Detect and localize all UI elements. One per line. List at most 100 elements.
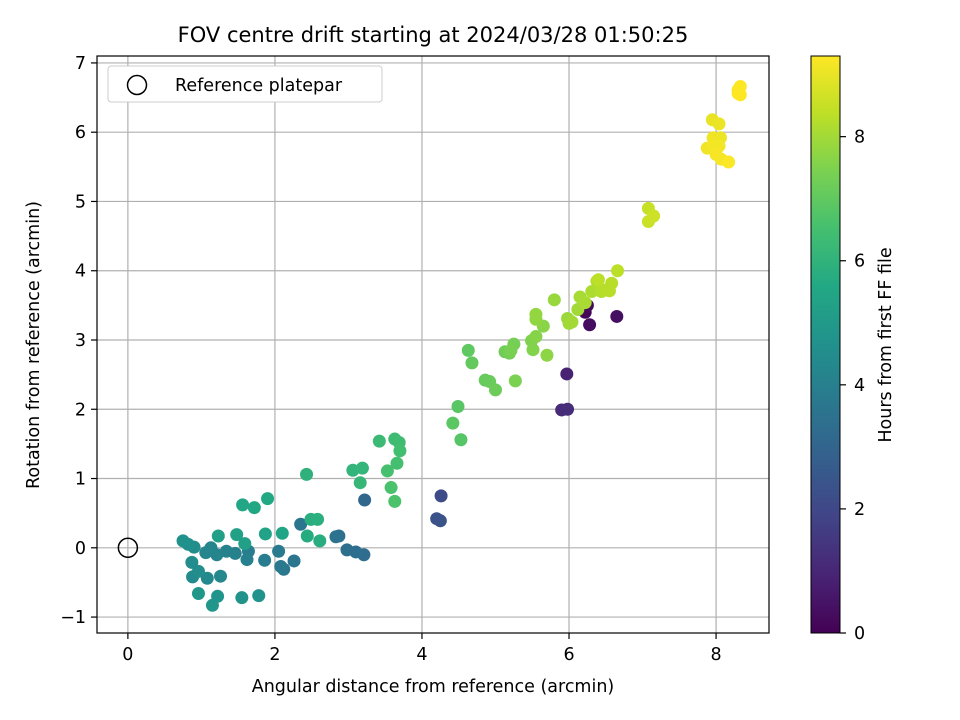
colorbar-tick-label: 2 — [854, 500, 865, 520]
data-point — [733, 88, 747, 102]
data-point — [355, 461, 369, 475]
y-axis-label: Rotation from reference (arcmin) — [24, 201, 44, 489]
plot-frame — [96, 55, 770, 634]
data-point — [275, 526, 289, 540]
data-point — [578, 296, 592, 310]
data-point — [560, 367, 574, 381]
data-point — [191, 587, 205, 601]
colorbar-ticks: 0 2 4 6 8 — [840, 128, 865, 644]
data-point — [274, 560, 288, 574]
data-point — [380, 464, 394, 478]
data-point — [434, 489, 448, 503]
data-point — [585, 285, 599, 299]
data-point — [610, 309, 624, 323]
y-tick-label: 0 — [75, 539, 86, 559]
data-point — [258, 553, 272, 567]
data-point — [547, 293, 561, 307]
data-point — [230, 528, 244, 542]
data-point — [199, 546, 213, 560]
colorbar-tick-label: 4 — [854, 376, 865, 396]
colorbar-tick-label: 6 — [854, 252, 865, 272]
data-point — [258, 527, 272, 541]
data-point — [722, 155, 736, 169]
data-point — [488, 383, 502, 397]
x-tick-label: 6 — [563, 645, 574, 665]
x-axis: 0 2 4 6 8 — [122, 633, 722, 665]
data-point — [526, 343, 540, 357]
data-point — [591, 273, 605, 287]
legend-label: Reference platepar — [175, 76, 343, 96]
data-point — [211, 529, 225, 543]
data-point — [272, 544, 286, 558]
x-tick-label: 8 — [710, 645, 721, 665]
colorbar-gradient — [810, 55, 841, 634]
data-point — [236, 498, 250, 512]
y-axis: −1 0 1 2 3 4 5 6 7 — [60, 54, 97, 628]
data-point — [712, 117, 726, 131]
data-point — [561, 402, 575, 416]
y-tick-label: 2 — [75, 400, 86, 420]
y-tick-label: 5 — [75, 192, 86, 212]
data-point — [353, 476, 367, 490]
data-point — [504, 343, 518, 357]
grid — [97, 56, 769, 633]
colorbar-label: Hours from first FF file — [876, 247, 896, 442]
data-point — [247, 501, 261, 515]
y-tick-label: −1 — [60, 608, 86, 628]
data-point — [313, 534, 327, 548]
data-point — [384, 481, 398, 495]
data-point — [238, 537, 252, 551]
y-tick-label: 6 — [75, 123, 86, 143]
legend: Reference platepar — [107, 65, 383, 103]
data-point — [454, 433, 468, 447]
data-point — [433, 514, 447, 528]
data-point — [287, 554, 301, 568]
data-point — [647, 209, 661, 223]
legend-box — [107, 65, 383, 103]
chart-title: FOV centre drift starting at 2024/03/28 … — [178, 23, 689, 47]
colorbar: 0 2 4 6 8 Hours from first FF file — [810, 55, 896, 644]
data-point — [461, 343, 475, 357]
y-tick-label: 4 — [75, 262, 86, 282]
data-point — [446, 416, 460, 430]
data-point — [372, 434, 386, 448]
data-point — [583, 318, 597, 332]
data-point — [358, 493, 372, 507]
data-point — [261, 492, 275, 506]
data-point — [294, 517, 308, 531]
data-point — [565, 315, 579, 329]
x-tick-label: 2 — [269, 645, 280, 665]
data-point — [205, 598, 219, 612]
data-point — [240, 553, 254, 567]
data-point — [311, 512, 325, 526]
colorbar-tick-label: 8 — [854, 128, 865, 148]
data-point — [176, 534, 190, 548]
y-tick-label: 3 — [75, 331, 86, 351]
colorbar-tick-label: 0 — [854, 624, 865, 644]
data-point — [200, 571, 214, 585]
data-point — [540, 348, 554, 362]
legend-marker — [126, 74, 148, 96]
data-point — [300, 467, 314, 481]
data-point — [300, 529, 314, 543]
x-tick-label: 4 — [416, 645, 427, 665]
data-point — [508, 374, 522, 388]
data-point — [340, 543, 354, 557]
data-point — [214, 569, 228, 583]
y-tick-label: 7 — [75, 54, 86, 74]
data-point — [529, 307, 543, 321]
reference-platepar-marker — [117, 537, 139, 559]
data-point — [611, 264, 625, 278]
data-point — [191, 564, 205, 578]
x-tick-label: 0 — [122, 645, 133, 665]
data-point — [529, 330, 543, 344]
data-point — [465, 356, 479, 370]
data-point — [393, 444, 407, 458]
data-point — [605, 276, 619, 290]
data-point — [388, 494, 402, 508]
data-point — [252, 589, 266, 603]
y-tick-label: 1 — [75, 470, 86, 490]
data-point — [451, 399, 465, 413]
data-point — [185, 555, 199, 569]
